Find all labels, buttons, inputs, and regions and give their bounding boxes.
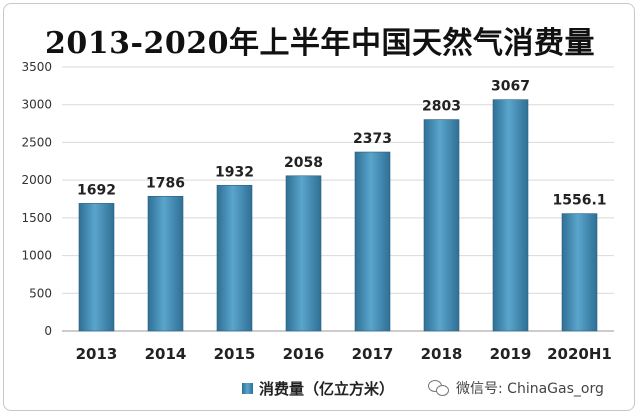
bar <box>561 213 598 332</box>
x-tick-label: 2018 <box>421 345 463 363</box>
x-tick-label: 2015 <box>214 345 256 363</box>
y-tick-label: 1500 <box>21 211 52 225</box>
y-tick-label: 1000 <box>21 249 52 263</box>
data-label: 2803 <box>422 99 461 115</box>
chart-title: 2013-2020年上半年中国天然气消费量 <box>45 26 595 61</box>
bar <box>492 99 529 332</box>
x-tick-label: 2016 <box>283 345 325 363</box>
watermark: 微信号: ChinaGas_org <box>428 378 604 398</box>
wechat-icon <box>428 379 450 397</box>
bar <box>354 151 391 332</box>
bar <box>423 119 460 332</box>
y-tick-label: 2000 <box>21 173 52 187</box>
bar <box>285 175 322 332</box>
y-tick-label: 2500 <box>21 135 52 149</box>
x-tick-label: 2017 <box>352 345 394 363</box>
x-tick-label: 2019 <box>490 345 532 363</box>
x-tick-label: 2014 <box>145 345 187 363</box>
bar <box>216 184 253 332</box>
data-label: 1556.1 <box>552 193 606 209</box>
legend-label: 消费量（亿立方米） <box>259 380 395 398</box>
y-tick-label: 0 <box>44 324 52 338</box>
data-label: 1692 <box>77 182 116 198</box>
data-label: 2058 <box>284 155 323 171</box>
data-label: 2373 <box>353 131 392 147</box>
bar <box>78 203 115 332</box>
x-tick-label: 2020H1 <box>547 345 612 363</box>
x-tick-label: 2013 <box>76 345 118 363</box>
data-label: 1932 <box>215 164 254 180</box>
data-label: 1786 <box>146 175 185 191</box>
y-tick-label: 3000 <box>21 98 52 112</box>
bar <box>147 195 184 332</box>
data-label: 3067 <box>491 79 530 95</box>
chart-legend: 消费量（亿立方米） <box>242 378 394 399</box>
y-tick-label: 500 <box>29 286 52 300</box>
legend-swatch <box>242 383 253 394</box>
watermark-text: 微信号: ChinaGas_org <box>456 381 604 397</box>
y-tick-label: 3500 <box>21 60 52 74</box>
